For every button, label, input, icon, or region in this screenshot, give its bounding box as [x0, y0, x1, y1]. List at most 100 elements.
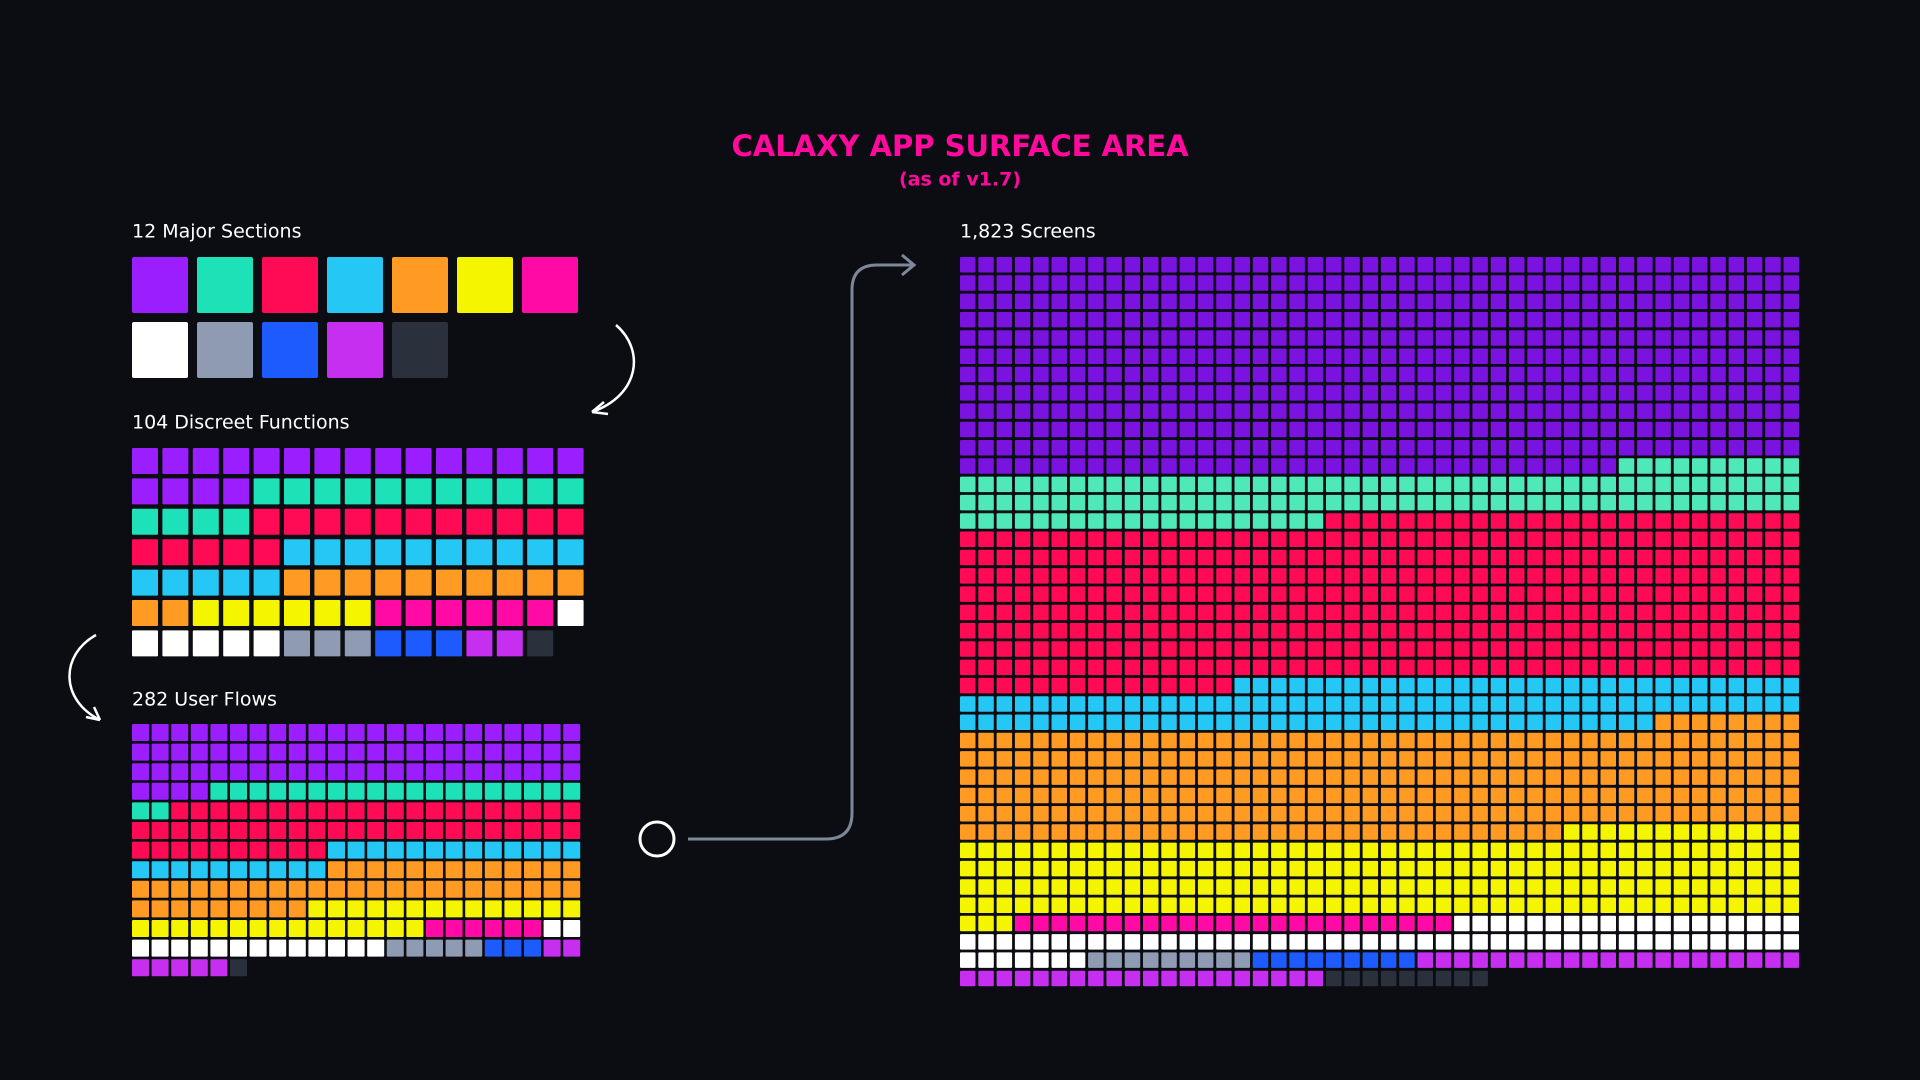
- cell: [1234, 897, 1250, 913]
- cell: [1234, 751, 1250, 767]
- cell: [1637, 586, 1653, 602]
- cell: [1435, 513, 1452, 529]
- cell: [978, 860, 994, 877]
- cell: [1124, 732, 1141, 749]
- cell: [1106, 458, 1122, 474]
- cell: [367, 763, 385, 781]
- cell: [1563, 677, 1580, 694]
- cell: [1417, 366, 1433, 383]
- cell: [996, 531, 1013, 547]
- cell: [1143, 952, 1159, 968]
- cell: [1692, 257, 1708, 273]
- cell: [1509, 440, 1525, 456]
- cell: [1362, 476, 1379, 493]
- cell: [308, 822, 326, 839]
- cell: [436, 508, 462, 535]
- cell: [1454, 549, 1470, 566]
- cell: [1618, 476, 1635, 493]
- cell: [436, 448, 462, 474]
- cell: [1380, 641, 1397, 657]
- cell: [543, 861, 561, 879]
- cell: [1271, 751, 1287, 767]
- cell: [1362, 897, 1379, 913]
- cell: [1417, 623, 1433, 639]
- cell: [1179, 440, 1196, 456]
- cell: [1435, 970, 1452, 987]
- cell: [1692, 787, 1708, 804]
- cell: [1692, 494, 1708, 511]
- cell: [1161, 568, 1177, 584]
- cell: [269, 880, 287, 898]
- cell: [1252, 696, 1269, 712]
- cell: [1014, 330, 1031, 346]
- cell: [1728, 257, 1745, 273]
- cell: [1197, 934, 1214, 950]
- cell: [1618, 421, 1635, 438]
- cell: [1600, 732, 1616, 749]
- cell: [223, 569, 250, 596]
- cell: [1746, 934, 1763, 950]
- cell: [1106, 952, 1122, 968]
- cell: [1051, 677, 1067, 694]
- cell: [1143, 513, 1159, 529]
- cell: [1143, 476, 1159, 493]
- cell: [1124, 366, 1141, 383]
- cell: [1509, 934, 1525, 950]
- cell: [1746, 952, 1763, 968]
- cell: [1362, 970, 1379, 987]
- cell: [1490, 641, 1507, 657]
- cell: [1710, 659, 1726, 676]
- cell: [1728, 385, 1745, 401]
- cell: [269, 900, 287, 918]
- cell: [328, 880, 345, 898]
- cell: [1582, 934, 1598, 950]
- cell: [1069, 641, 1086, 657]
- cell: [960, 494, 976, 511]
- cell: [1344, 714, 1360, 730]
- cell: [996, 860, 1013, 877]
- cell: [1143, 330, 1159, 346]
- cell: [1271, 824, 1287, 840]
- cell: [557, 478, 584, 505]
- cell: [1417, 659, 1433, 676]
- cell: [1399, 403, 1415, 419]
- cell: [1307, 879, 1324, 895]
- cell: [1618, 257, 1635, 273]
- cell: [1014, 293, 1031, 310]
- cell: [375, 478, 402, 505]
- cell: [1362, 604, 1379, 621]
- cell: [386, 939, 404, 957]
- cell: [1637, 952, 1653, 968]
- cell: [1197, 696, 1214, 712]
- cell: [1527, 458, 1543, 474]
- cell: [1197, 659, 1214, 676]
- cell: [1252, 330, 1269, 346]
- cell: [344, 600, 371, 626]
- cell: [151, 822, 169, 839]
- cell: [1765, 769, 1781, 785]
- cell: [1234, 421, 1250, 438]
- cell: [960, 623, 976, 639]
- cell: [1454, 677, 1470, 694]
- cell: [1783, 806, 1799, 822]
- cell: [151, 782, 169, 800]
- cell: [527, 600, 554, 626]
- cell: [132, 900, 149, 918]
- cell: [406, 939, 424, 957]
- cell: [1033, 659, 1049, 676]
- cell: [1746, 275, 1763, 291]
- cell: [1673, 586, 1690, 602]
- cell: [543, 782, 561, 800]
- cell: [1545, 934, 1562, 950]
- cell: [1344, 311, 1360, 328]
- cell: [223, 630, 250, 657]
- cell: [1563, 403, 1580, 419]
- cell: [1124, 330, 1141, 346]
- cell: [1673, 366, 1690, 383]
- cell: [1088, 934, 1104, 950]
- cell: [1454, 751, 1470, 767]
- cell: [1051, 604, 1067, 621]
- cell: [1637, 440, 1653, 456]
- cell: [1362, 568, 1379, 584]
- cell: [1380, 970, 1397, 987]
